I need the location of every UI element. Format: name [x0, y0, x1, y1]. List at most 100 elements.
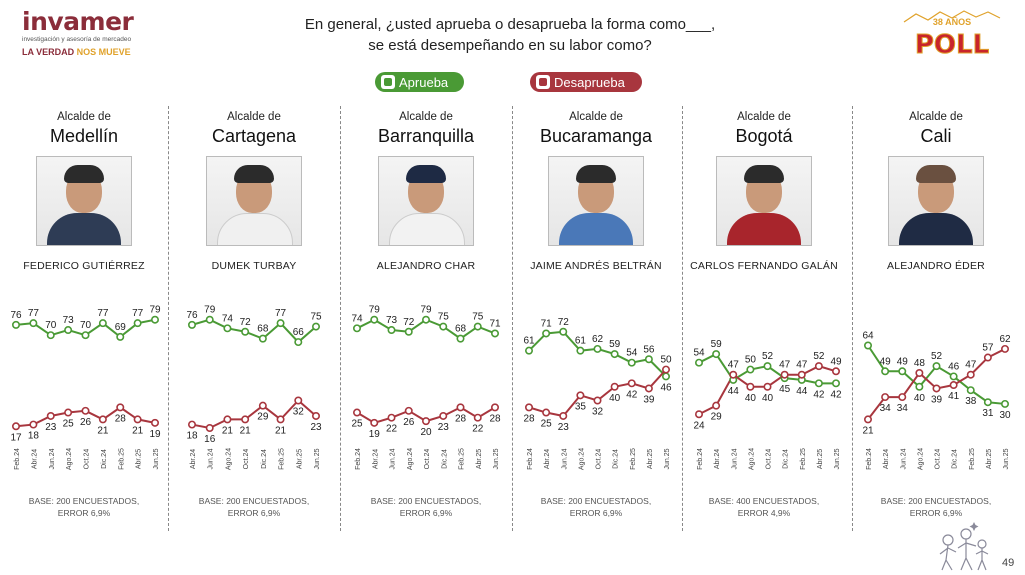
column-divider [340, 106, 341, 531]
data-label: 18 [186, 431, 198, 442]
mayor-photo [548, 156, 644, 246]
data-point [949, 372, 958, 381]
data-point [831, 367, 840, 376]
x-tick-label: Ago.24 [225, 448, 232, 470]
thumbs-down-icon [536, 75, 550, 89]
data-point [966, 370, 975, 379]
data-label: 52 [762, 351, 774, 362]
data-point [151, 418, 160, 427]
data-point [81, 406, 90, 415]
data-label: 71 [541, 318, 553, 329]
data-point [258, 401, 267, 410]
data-label: 66 [293, 327, 305, 338]
data-point [29, 319, 38, 328]
x-tick-label: Dic.24 [783, 449, 790, 469]
base-line-2: ERROR 6,9% [227, 508, 281, 518]
data-label: 77 [275, 308, 287, 319]
data-point [404, 406, 413, 415]
data-label: 62 [592, 334, 604, 345]
data-label: 19 [149, 429, 161, 440]
x-tick-label: Abr.25 [136, 449, 143, 469]
data-point [627, 379, 636, 388]
data-label: 18 [28, 431, 40, 442]
x-tick-label: Oct.24 [935, 449, 942, 470]
data-point [694, 410, 703, 419]
x-tick-label: Jun.24 [731, 448, 738, 469]
mayor-panel-cali: Alcalde de Cali ALEJANDRO ÉDER [852, 110, 1020, 272]
x-tick-label: Dic.24 [952, 449, 959, 469]
data-point [898, 367, 907, 376]
x-tick-label: Feb.24 [697, 448, 704, 470]
data-point [46, 331, 55, 340]
data-label: 39 [643, 394, 655, 405]
data-label: 70 [45, 320, 57, 331]
mayor-photo [888, 156, 984, 246]
data-point [116, 332, 125, 341]
panel-title: Alcalde de [909, 111, 963, 123]
x-tick-label: Abr.24 [883, 449, 890, 469]
mayor-name: FEDERICO GUTIÉRREZ [23, 260, 145, 272]
data-label: 23 [310, 422, 322, 433]
data-point [1000, 399, 1009, 408]
data-point [473, 322, 482, 331]
data-point [661, 365, 670, 374]
mayor-name: ALEJANDRO CHAR [376, 260, 476, 272]
column-divider [682, 106, 683, 531]
data-point [797, 370, 806, 379]
data-point [421, 417, 430, 426]
data-label: 40 [914, 393, 926, 404]
thumbs-up-icon [381, 75, 395, 89]
data-label: 75 [472, 312, 484, 323]
data-label: 39 [931, 394, 943, 405]
data-point [258, 334, 267, 343]
base-note: BASE: 200 ENCUESTADOS, ERROR 6,9% [342, 495, 510, 519]
base-line-1: BASE: 200 ENCUESTADOS, [198, 496, 310, 506]
x-tick-label: Ago.24 [917, 448, 924, 470]
data-point [276, 319, 285, 328]
data-point [593, 396, 602, 405]
panel-title: Alcalde de [227, 111, 281, 123]
base-line-2: ERROR 6,9% [569, 508, 623, 518]
base-note: BASE: 200 ENCUESTADOS, ERROR 6,9% [0, 495, 168, 519]
data-label: 25 [351, 419, 363, 430]
x-tick-label: Oct.24 [243, 449, 250, 470]
data-label: 29 [711, 412, 723, 423]
legend-disapprove: Desaprueba [530, 72, 642, 92]
data-label: 47 [728, 360, 740, 371]
data-label: 26 [403, 417, 415, 428]
x-tick-label: Dic.24 [613, 449, 620, 469]
column-divider [512, 106, 513, 531]
data-label: 21 [862, 425, 874, 436]
mayor-name: DUMEK TURBAY [211, 260, 297, 272]
data-point [610, 382, 619, 391]
mayor-panel-bucaramanga: Alcalde de Bucaramanga JAIME ANDRÉS BELT… [512, 110, 680, 272]
data-point [311, 411, 320, 420]
data-point [387, 326, 396, 335]
data-label: 42 [813, 389, 825, 400]
x-tick-label: Abr.25 [817, 449, 824, 469]
data-point [932, 384, 941, 393]
data-point [12, 320, 21, 329]
data-label: 52 [813, 351, 825, 362]
data-label: 54 [693, 348, 705, 359]
family-illustration [939, 522, 989, 571]
data-label: 57 [982, 343, 994, 354]
x-tick-label: Dic.24 [101, 449, 108, 469]
data-label: 50 [660, 355, 672, 366]
x-tick-label: Feb.24 [14, 448, 21, 470]
data-label: 28 [523, 413, 535, 424]
mayor-name: JAIME ANDRÉS BELTRÁN [530, 260, 662, 272]
poll-main-text: POLL [915, 30, 989, 58]
panel-city: Bucaramanga [539, 126, 653, 146]
panel-title: Alcalde de [737, 111, 791, 123]
data-point [746, 365, 755, 374]
data-point [421, 315, 430, 324]
base-line-1: BASE: 200 ENCUESTADOS, [370, 496, 482, 506]
data-label: 26 [80, 417, 92, 428]
data-point [223, 324, 232, 333]
data-point [151, 315, 160, 324]
data-label: 44 [728, 386, 740, 397]
data-label: 49 [830, 356, 842, 367]
data-label: 34 [880, 403, 892, 414]
